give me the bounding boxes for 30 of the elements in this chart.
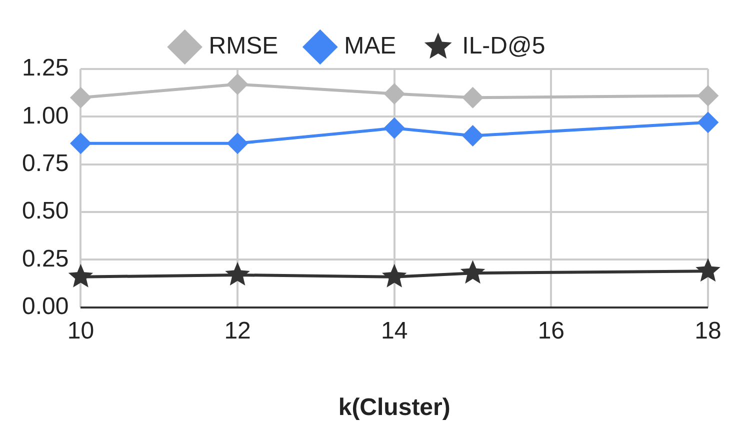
point xyxy=(698,85,718,106)
x-tick-label: 16 xyxy=(538,317,565,344)
point xyxy=(462,125,484,146)
x-tick-label: 14 xyxy=(381,317,408,344)
y-tick-label: 1.00 xyxy=(22,102,69,130)
point xyxy=(225,262,250,286)
point xyxy=(460,260,486,284)
legend-label: IL-D@5 xyxy=(462,32,546,60)
point xyxy=(68,264,94,288)
x-axis-title: k(Cluster) xyxy=(338,394,450,422)
x-tick-label: 10 xyxy=(67,317,94,344)
x-tick-label: 12 xyxy=(224,317,251,344)
legend-label: RMSE xyxy=(208,32,278,60)
point xyxy=(70,87,92,108)
point xyxy=(70,132,92,154)
point xyxy=(227,74,248,95)
y-tick-label: 0.75 xyxy=(22,150,69,177)
legend-label: MAE xyxy=(344,32,396,60)
point xyxy=(698,112,718,133)
point xyxy=(696,258,720,282)
y-tick-label: 0.00 xyxy=(22,293,69,320)
x-tick-label: 18 xyxy=(694,317,722,344)
point xyxy=(462,87,484,108)
y-tick-label: 1.25 xyxy=(22,54,69,82)
y-tick-label: 0.50 xyxy=(22,198,69,225)
point xyxy=(227,132,248,154)
point xyxy=(384,83,405,104)
point xyxy=(382,264,407,288)
point xyxy=(384,118,405,139)
y-tick-label: 0.25 xyxy=(22,245,69,272)
